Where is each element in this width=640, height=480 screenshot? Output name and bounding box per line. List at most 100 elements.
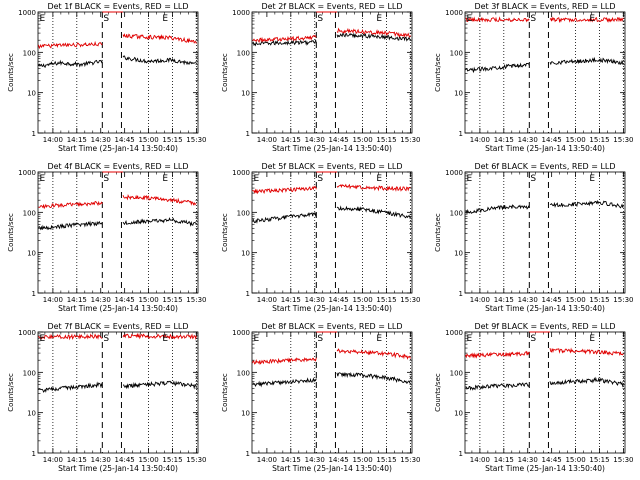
x-tick-label: 15:30 (613, 296, 633, 304)
x-axis-label: Start Time (25-Jan-14 13:50:40) (485, 464, 605, 473)
panel-title: Det 7f BLACK = Events, RED = LLD (47, 322, 188, 331)
x-tick-label: 14:00 (43, 456, 63, 464)
x-axis-label: Start Time (25-Jan-14 13:50:40) (58, 304, 178, 313)
x-tick-label: 15:15 (589, 456, 609, 464)
interval-marker-label: E (376, 334, 382, 344)
y-axis-label: Counts/sec (7, 213, 15, 252)
x-tick-label: 14:00 (257, 456, 277, 464)
lld-series-line (252, 357, 317, 365)
plot-frame (251, 331, 413, 454)
events-series-line (38, 59, 103, 68)
interval-marker-label: E (589, 334, 595, 344)
panel-title: Det 6f BLACK = Events, RED = LLD (474, 162, 615, 171)
x-tick-label: 15:30 (613, 136, 633, 144)
detector-panel: Det 3f BLACK = Events, RED = LLD 1 10 100 10… (434, 2, 633, 153)
lld-series-line (38, 40, 103, 50)
interval-marker-label: E (40, 14, 46, 24)
x-tick-label: 15:15 (589, 136, 609, 144)
interval-marker-label: E (162, 174, 168, 184)
x-axis-label: Start Time (25-Jan-14 13:50:40) (58, 464, 178, 473)
events-series-line (465, 204, 530, 214)
events-series-line (549, 376, 624, 388)
detector-panel: Det 2f BLACK = Events, RED = LLD 1 10 100 10… (221, 2, 420, 153)
x-axis-label: Start Time (25-Jan-14 13:50:40) (485, 144, 605, 153)
events-series-line (465, 62, 530, 74)
x-tick-label: 15:30 (400, 296, 420, 304)
panel-title: Det 3f BLACK = Events, RED = LLD (474, 2, 615, 11)
x-tick-label: 15:00 (138, 296, 158, 304)
x-tick-label: 14:30 (91, 456, 111, 464)
events-series-line (252, 39, 317, 47)
x-tick-label: 15:00 (352, 296, 372, 304)
x-tick-label: 15:15 (162, 456, 182, 464)
y-axis-label: Counts/sec (7, 53, 15, 92)
interval-marker-label: S (103, 14, 109, 24)
lld-series-line (122, 332, 197, 340)
events-series-line (336, 32, 411, 42)
interval-marker-label: S (317, 334, 323, 344)
plot-frame (464, 331, 626, 454)
lld-series-line (38, 333, 103, 341)
x-tick-label: 14:30 (518, 456, 538, 464)
x-tick-label: 14:45 (329, 296, 349, 304)
plot-frame (37, 171, 199, 294)
x-axis-label: Start Time (25-Jan-14 13:50:40) (58, 144, 178, 153)
x-axis-label: Start Time (25-Jan-14 13:50:40) (272, 144, 392, 153)
y-tick-label: 1000 (445, 329, 463, 337)
plot-frame (251, 11, 413, 134)
x-axis-label: Start Time (25-Jan-14 13:50:40) (485, 304, 605, 313)
lld-series-line (465, 350, 530, 359)
y-tick-label: 10 (454, 410, 463, 418)
x-tick-label: 14:15 (281, 296, 301, 304)
detector-panel: Det 8f BLACK = Events, RED = LLD 1 10 100 10… (221, 322, 420, 473)
interval-marker-label: E (40, 334, 46, 344)
y-tick-label: 1000 (445, 169, 463, 177)
y-tick-label: 1 (32, 290, 36, 298)
y-tick-label: 100 (450, 49, 463, 57)
interval-marker-label: E (40, 174, 46, 184)
plot-frame (37, 11, 199, 134)
y-axis-label: Counts/sec (221, 213, 229, 252)
panel-title: Det 1f BLACK = Events, RED = LLD (47, 2, 188, 11)
x-tick-label: 14:00 (257, 136, 277, 144)
x-tick-label: 15:00 (352, 136, 372, 144)
x-tick-label: 14:15 (281, 136, 301, 144)
x-axis-label: Start Time (25-Jan-14 13:50:40) (272, 464, 392, 473)
y-tick-label: 1 (459, 130, 463, 138)
x-tick-label: 15:00 (352, 456, 372, 464)
lld-series-line (549, 16, 624, 24)
plot-frame (37, 331, 199, 454)
events-series-line (336, 205, 411, 219)
detector-panel: Det 4f BLACK = Events, RED = LLD 1 10 100 10… (7, 162, 206, 313)
y-tick-label: 10 (241, 250, 250, 258)
interval-marker-label: S (103, 174, 109, 184)
x-tick-label: 14:00 (470, 136, 490, 144)
y-tick-label: 10 (454, 250, 463, 258)
detector-panel: Det 7f BLACK = Events, RED = LLD 1 10 100 10… (7, 322, 206, 473)
x-tick-label: 14:30 (305, 136, 325, 144)
y-tick-label: 10 (27, 90, 36, 98)
y-axis-label: Counts/sec (434, 373, 442, 412)
interval-marker-label: E (467, 174, 473, 184)
events-series-line (122, 55, 197, 66)
y-tick-label: 100 (237, 49, 250, 57)
interval-marker-label: E (467, 14, 473, 24)
x-tick-label: 15:15 (376, 136, 396, 144)
y-tick-label: 10 (454, 90, 463, 98)
y-tick-label: 1 (32, 450, 36, 458)
y-tick-label: 100 (23, 49, 36, 57)
y-tick-label: 10 (27, 410, 36, 418)
x-tick-label: 14:00 (43, 136, 63, 144)
x-tick-label: 14:00 (43, 296, 63, 304)
lld-series-line (252, 185, 317, 195)
x-tick-label: 15:00 (138, 136, 158, 144)
x-tick-label: 15:00 (565, 136, 585, 144)
x-tick-label: 15:30 (186, 456, 206, 464)
x-tick-label: 14:15 (494, 456, 514, 464)
interval-marker-label: E (376, 14, 382, 24)
x-tick-label: 14:30 (305, 296, 325, 304)
x-tick-label: 14:45 (329, 136, 349, 144)
x-tick-label: 15:15 (376, 456, 396, 464)
panel-title: Det 8f BLACK = Events, RED = LLD (261, 322, 402, 331)
plot-frame (464, 171, 626, 294)
